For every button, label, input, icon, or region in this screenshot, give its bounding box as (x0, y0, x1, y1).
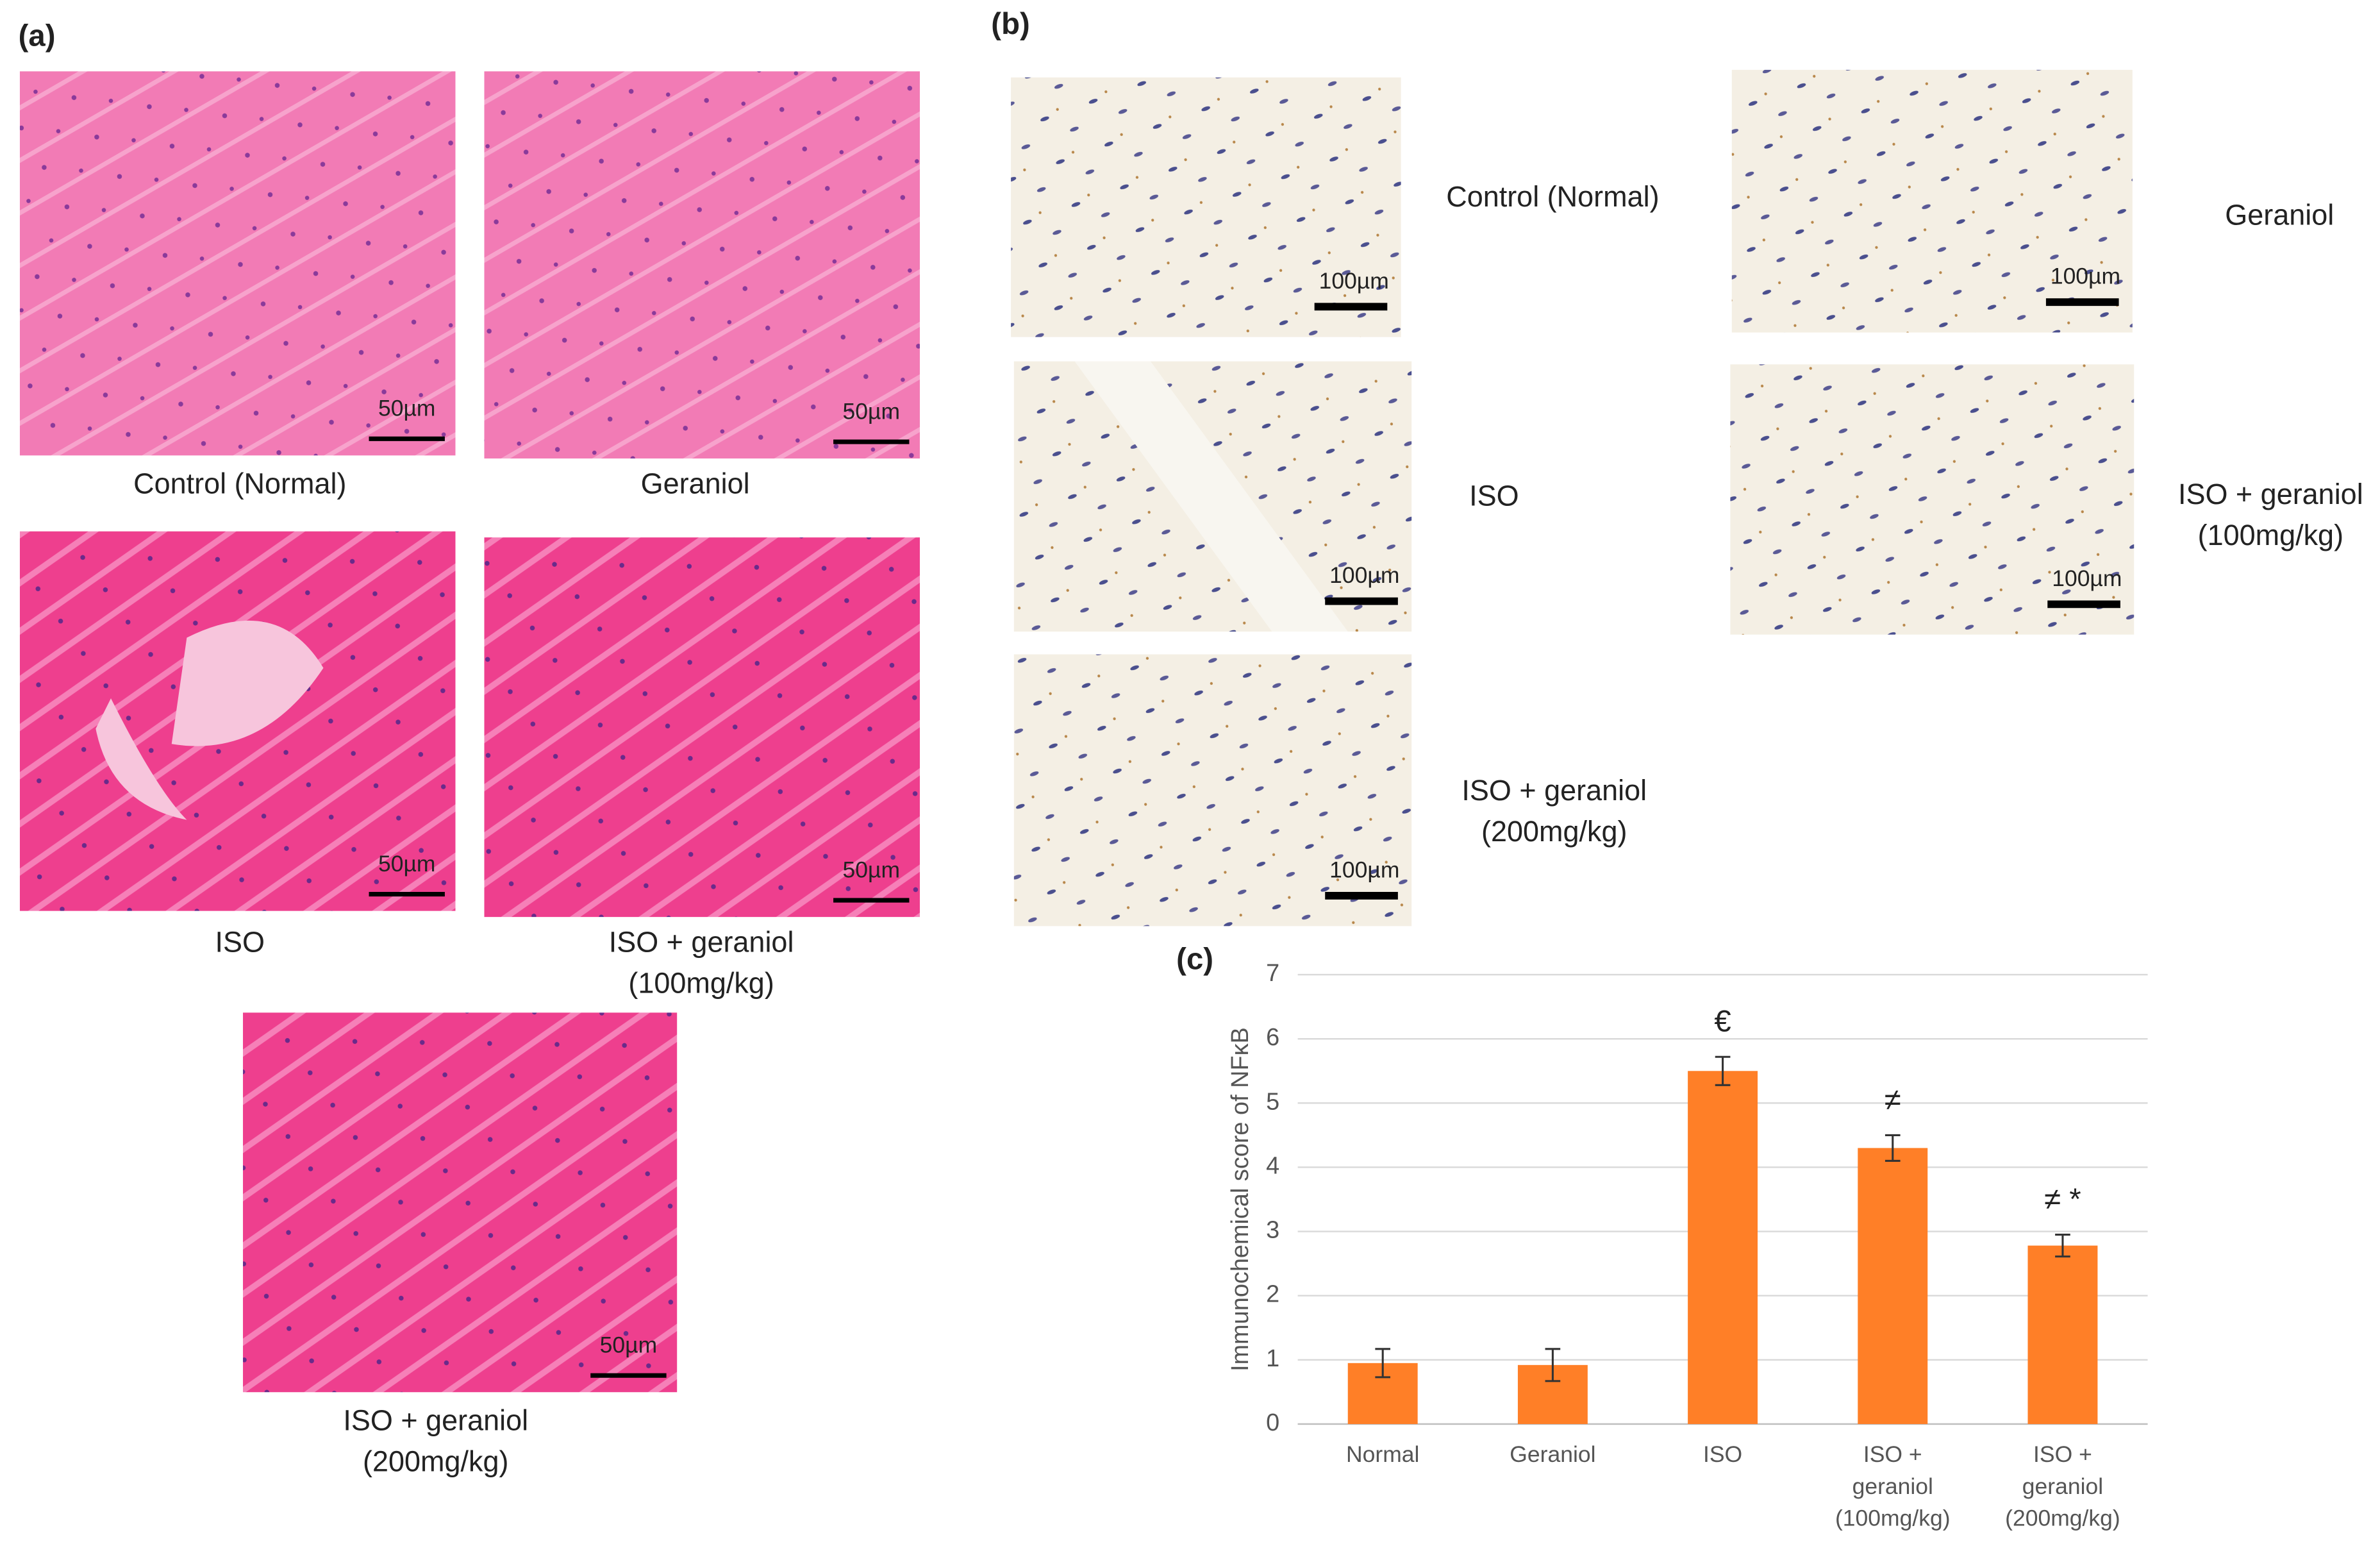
caption: Control (Normal) (1446, 180, 1659, 213)
x-tick-label: ISO (1702, 1442, 1743, 1468)
caption: ISO + geraniol (609, 926, 794, 959)
error-bar (1715, 1055, 1731, 1086)
bar (2027, 1245, 2098, 1424)
annotation: ≠ (1885, 1083, 1901, 1117)
micrograph (1013, 654, 1412, 927)
caption: (100mg/kg) (628, 967, 774, 1000)
scale-label: 50µm (843, 857, 901, 882)
scale-label: 50µm (378, 396, 436, 421)
scale-label: 100µm (1319, 268, 1389, 294)
bar (1858, 1148, 1928, 1424)
error-bar (1375, 1348, 1391, 1379)
micrograph (1731, 69, 2133, 333)
y-tick-label: 0 (1266, 1409, 1279, 1436)
micrograph (1730, 364, 2135, 635)
scale-label: 50µm (843, 398, 901, 424)
x-label-box: ISO (1702, 1442, 1743, 1468)
x-label-box: ISO + geraniol (200mg/kg) (2005, 1442, 2120, 1532)
caption: ISO + geraniol (343, 1404, 528, 1436)
caption: ISO (1469, 479, 1519, 512)
y-axis-label: Immunochemical score of NFκB (1227, 1027, 1254, 1372)
x-tick-label: ISO + geraniol (200mg/kg) (2005, 1442, 2120, 1532)
x-tick-label: Geraniol (1510, 1442, 1596, 1468)
x-label-box: ISO + geraniol (100mg/kg) (1835, 1442, 1951, 1532)
y-tick-label: 4 (1266, 1152, 1279, 1179)
caption: (200mg/kg) (363, 1445, 508, 1477)
caption: Geraniol (2225, 198, 2334, 231)
bar (1688, 1071, 1758, 1424)
y-tick-label: 5 (1266, 1088, 1279, 1115)
x-tick-label: ISO + geraniol (100mg/kg) (1835, 1442, 1951, 1532)
scale-label: 100µm (2052, 566, 2122, 591)
y-tick-label: 1 (1266, 1345, 1279, 1372)
caption: ISO (215, 926, 265, 959)
micrograph (243, 1012, 678, 1393)
error-bar (1545, 1348, 1561, 1382)
scale-label: 100µm (1329, 562, 1399, 588)
panel-label: (c) (1176, 942, 1213, 976)
micrograph (484, 71, 920, 459)
panel-label: (b) (991, 7, 1029, 41)
caption: (100mg/kg) (2198, 519, 2343, 551)
panel-label: (a) (19, 19, 56, 53)
y-tick-label: 6 (1266, 1024, 1279, 1051)
error-bar (1885, 1134, 1901, 1162)
tissue-gap (96, 620, 324, 820)
caption: Geraniol (641, 467, 750, 500)
scale-label: 100µm (1329, 857, 1399, 882)
y-tick-label: 3 (1266, 1217, 1279, 1244)
annotation: ≠ * (2044, 1182, 2081, 1216)
y-tick-label: 2 (1266, 1281, 1279, 1308)
x-label-box: Geraniol (1510, 1442, 1596, 1468)
error-bar (2055, 1234, 2070, 1258)
scale-label: 50µm (378, 851, 436, 877)
caption: (200mg/kg) (1481, 815, 1627, 848)
annotation: € (1714, 1005, 1731, 1039)
scale-label: 100µm (2051, 264, 2120, 289)
caption: ISO + geraniol (2178, 478, 2363, 510)
x-label-box: Normal (1345, 1442, 1420, 1468)
scale-label: 50µm (600, 1332, 658, 1358)
micrograph (484, 537, 920, 918)
x-tick-label: Normal (1345, 1442, 1420, 1468)
caption: ISO + geraniol (1461, 774, 1647, 807)
micrograph (1011, 77, 1401, 337)
micrograph (19, 71, 456, 456)
y-tick-label: 7 (1266, 960, 1279, 987)
tissue-gap (1074, 361, 1348, 632)
caption: Control (Normal) (133, 467, 346, 500)
